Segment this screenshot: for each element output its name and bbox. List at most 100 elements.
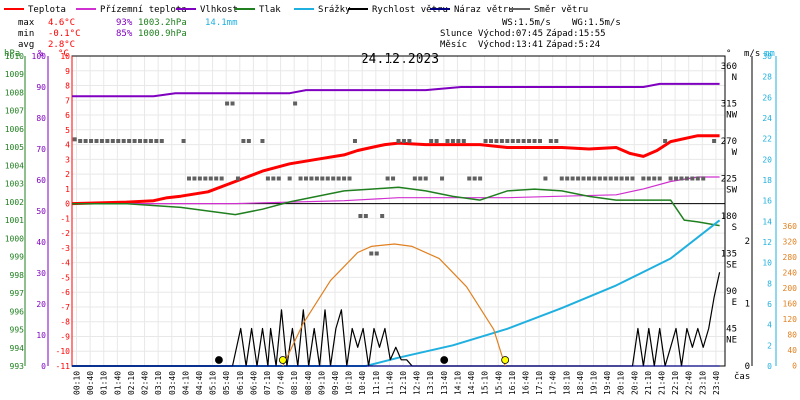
wind-direction-point (641, 176, 646, 181)
legend: Teplota Přízemní teplota Vlhkost Tlak Srážky… (4, 5, 588, 15)
dir-tick-label: S (732, 223, 737, 233)
wind-direction-point (116, 139, 121, 143)
mm-tick: 30 (762, 52, 772, 61)
max-label: max (18, 18, 35, 28)
markers (215, 356, 510, 364)
pct-tick: 40 (36, 238, 46, 247)
time-tick: 08:40 (304, 371, 313, 395)
wind-direction-point (472, 176, 477, 181)
dir-tick-deg: 45 (726, 325, 737, 335)
time-tick: 22:10 (671, 371, 680, 395)
grid (72, 55, 725, 367)
time-tick: 13:10 (426, 371, 435, 395)
wind-direction-point (358, 214, 363, 218)
mm2-tick: 280 (783, 253, 798, 262)
series-line-vlhkost (72, 82, 720, 98)
wind-direction-point (434, 139, 439, 143)
series-line-teplota (71, 134, 720, 206)
degc-tick: 4 (65, 141, 70, 150)
time-tick: 07:10 (263, 371, 272, 395)
time-tick: 04:40 (195, 371, 204, 395)
wind-direction-point (342, 176, 347, 181)
wind-direction-point (396, 139, 401, 143)
wind-direction-point (287, 176, 292, 181)
wind-direction-point (380, 214, 385, 218)
wind-direction-point (121, 139, 126, 143)
moonset-marker (215, 356, 223, 364)
wind-direction-point (127, 139, 132, 143)
hpa-tick: 1008 (5, 88, 24, 97)
mm-unit: mm (764, 49, 775, 59)
wind-direction-point (581, 176, 586, 181)
time-tick: 11:10 (372, 371, 381, 395)
wind-direction-point (260, 139, 265, 143)
dir-tick-deg: 225 (721, 175, 737, 185)
pct-tick: 50 (36, 207, 46, 216)
hpa-tick: 993 (10, 362, 25, 371)
wind-direction-point (246, 139, 251, 143)
pct-tick: 10 (36, 331, 46, 340)
time-tick: 18:10 (562, 371, 571, 395)
time-tick: 03:40 (168, 371, 177, 395)
time-tick: 14:40 (467, 371, 476, 395)
hpa-tick: 1010 (5, 52, 24, 61)
wind-direction-point (241, 139, 246, 143)
wind-direction-point (592, 176, 597, 181)
legend-label: Přízemní teplota (100, 5, 187, 15)
legend-label: Směr větru (534, 5, 588, 15)
time-tick: 04:10 (181, 371, 190, 395)
mm-tick: 18 (762, 176, 772, 185)
wind-direction-point (331, 176, 336, 181)
degc-tick: -3 (60, 244, 70, 253)
wind-direction-point (483, 139, 488, 143)
time-tick: 01:40 (113, 371, 122, 395)
time-tick: 00:40 (86, 371, 95, 395)
sunrise-marker (278, 356, 287, 364)
degc-tick: -1 (60, 214, 70, 223)
mm2-tick: 160 (783, 300, 798, 309)
pct-unit: % (38, 49, 44, 59)
time-tick: 06:10 (236, 371, 245, 395)
time-unit: čas (734, 371, 750, 382)
wind-direction-point (527, 139, 532, 143)
max-temp: 4.6°C (48, 18, 75, 28)
wind-direction-point (418, 176, 423, 181)
mm-tick: 0 (767, 362, 772, 371)
hpa-tick: 1006 (5, 125, 24, 134)
degc-tick: -10 (56, 347, 71, 356)
degc-tick: -9 (60, 332, 70, 341)
wind-direction-point (489, 139, 494, 143)
wind-direction-point (154, 139, 159, 143)
hpa-tick: 1007 (5, 107, 24, 116)
mm-tick: 10 (762, 259, 772, 268)
wind-direction-point (516, 139, 521, 143)
time-tick: 18:40 (576, 371, 585, 395)
dir-tick-label: NE (726, 336, 737, 346)
wind-direction-point (225, 101, 230, 106)
wind-direction-point (521, 139, 526, 143)
wind-direction-point (309, 176, 314, 181)
hpa-tick: 1009 (5, 70, 24, 79)
avg-label: avg (18, 40, 34, 50)
hpa-unit: hPa (4, 49, 20, 59)
hpa-tick: 998 (10, 271, 25, 280)
wind-direction-point (276, 176, 281, 181)
wind-direction-point (407, 139, 412, 143)
moonrise-value: Východ:13:41 (478, 40, 543, 50)
time-tick: 14:10 (453, 371, 462, 395)
pct-tick: 90 (36, 83, 46, 92)
mm-tick: 6 (767, 300, 772, 309)
ms-tick: 0 (745, 362, 750, 372)
time-tick: 23:10 (698, 371, 707, 395)
min-label: min (18, 29, 34, 39)
mm-tick: 22 (762, 135, 772, 144)
wind-direction-point (72, 137, 77, 142)
pct-tick: 30 (36, 269, 46, 278)
deg-unit: ° (726, 49, 731, 59)
wind-direction-point (265, 176, 270, 181)
min-press: 1000.9hPa (138, 29, 187, 39)
wind-direction-point (614, 176, 619, 181)
mm-tick: 4 (767, 321, 772, 330)
min-temp: -0.1°C (48, 29, 81, 39)
wind-direction-point (374, 251, 379, 256)
